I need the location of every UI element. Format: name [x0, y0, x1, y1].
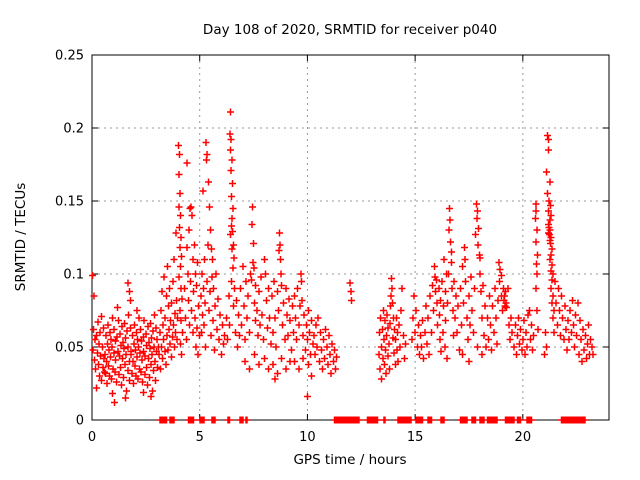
tick-marks — [91, 54, 609, 421]
y-tick-label: 0.2 — [63, 122, 84, 137]
y-tick-label: 0 — [76, 414, 84, 429]
x-axis-label: GPS time / hours — [293, 452, 406, 468]
y-axis-label: SRMTID / TECUs — [13, 183, 29, 291]
y-tick-label: 0.15 — [55, 195, 84, 210]
x-tick-label: 5 — [196, 430, 204, 445]
y-tick-label: 0.05 — [55, 341, 84, 356]
x-tick-label: 15 — [407, 430, 424, 445]
tick-labels: 0 5 10 15 20 0 0.05 0.1 0.15 0.2 0.25 — [55, 49, 531, 446]
y-tick-label: 0.1 — [63, 268, 84, 283]
chart-title: Day 108 of 2020, SRMTID for receiver p04… — [203, 22, 497, 38]
x-tick-label: 20 — [515, 430, 532, 445]
x-tick-label: 10 — [299, 430, 316, 445]
grid-layer — [92, 55, 609, 420]
y-tick-label: 0.25 — [55, 49, 84, 64]
data-points — [89, 108, 597, 424]
x-tick-label: 0 — [88, 430, 96, 445]
scatter-plus-markers — [89, 108, 597, 424]
